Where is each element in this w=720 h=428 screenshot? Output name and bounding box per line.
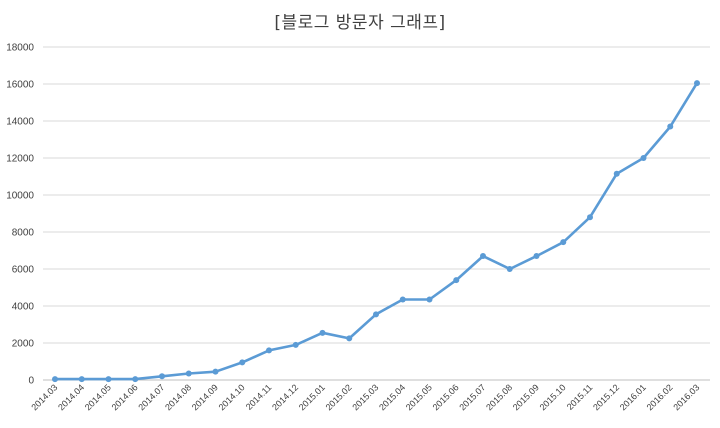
data-point — [399, 296, 406, 303]
y-tick-label: 14000 — [6, 117, 34, 128]
x-tick-label: 2015.04 — [377, 382, 407, 412]
data-point — [533, 253, 540, 260]
x-tick-label: 2015.01 — [297, 382, 327, 412]
x-tick-label: 2015.09 — [511, 382, 541, 412]
y-tick-label: 6000 — [12, 265, 35, 276]
x-tick-label: 2014.03 — [29, 382, 59, 412]
x-tick-label: 2015.10 — [538, 382, 568, 412]
series-layer — [52, 80, 700, 383]
x-tick-label: 2016.02 — [645, 382, 675, 412]
x-tick-label: 2014.08 — [163, 382, 193, 412]
data-point — [78, 376, 85, 383]
x-tick-label: 2014.04 — [56, 382, 86, 412]
data-point — [667, 123, 674, 130]
data-point — [319, 329, 326, 336]
x-tick-label: 2015.08 — [484, 382, 514, 412]
chart-title: [블로그 방문자 그래프] — [274, 13, 446, 33]
y-tick-label: 8000 — [12, 228, 35, 239]
x-tick-label: 2015.05 — [404, 382, 434, 412]
x-tick-label: 2014.11 — [244, 382, 274, 412]
y-tick-label: 0 — [28, 376, 34, 387]
x-tick-label: 2016.01 — [618, 382, 648, 412]
x-tick-label: 2015.03 — [350, 382, 380, 412]
x-tick-label: 2014.06 — [110, 382, 140, 412]
x-tick-label: 2015.02 — [324, 382, 354, 412]
x-tick-label: 2014.12 — [270, 382, 300, 412]
data-point — [640, 155, 647, 161]
data-point — [453, 277, 460, 284]
y-tick-label: 16000 — [6, 80, 34, 91]
data-point — [694, 80, 700, 87]
gridlines — [43, 46, 710, 381]
x-tick-label: 2014.10 — [217, 382, 247, 412]
data-point — [212, 368, 219, 375]
data-point — [185, 370, 192, 377]
y-axis-ticks: 0 2000 4000 6000 8000 10000 12000 14000 16000 180… — [6, 43, 34, 387]
data-point — [506, 266, 513, 272]
data-point — [52, 376, 58, 383]
y-tick-label: 10000 — [6, 191, 34, 202]
data-point — [613, 170, 620, 177]
data-point — [480, 253, 486, 260]
y-tick-label: 18000 — [6, 43, 34, 54]
y-tick-label: 4000 — [12, 302, 35, 313]
data-point — [239, 359, 246, 366]
data-point — [132, 376, 139, 383]
data-point — [292, 341, 299, 348]
data-point — [560, 239, 567, 246]
x-tick-label: 2014.05 — [83, 382, 113, 412]
data-point — [159, 373, 165, 380]
x-tick-label: 2015.06 — [431, 382, 461, 412]
x-tick-label: 2014.09 — [190, 382, 220, 412]
x-tick-label: 2016.03 — [671, 382, 701, 412]
x-tick-label: 2015.12 — [591, 382, 621, 412]
data-point — [373, 311, 379, 318]
data-point — [426, 296, 433, 303]
y-tick-label: 2000 — [12, 339, 35, 350]
data-point — [266, 347, 272, 354]
series-line — [55, 82, 699, 381]
data-point — [105, 376, 112, 383]
x-tick-label: 2014.07 — [136, 382, 166, 412]
x-axis-ticks: 2014.032014.042014.052014.062014.072014.… — [29, 382, 701, 412]
x-tick-label: 2015.07 — [457, 382, 487, 412]
x-tick-label: 2015.11 — [565, 382, 595, 412]
y-tick-label: 12000 — [6, 154, 34, 165]
data-point — [587, 214, 593, 221]
data-point — [346, 335, 353, 342]
